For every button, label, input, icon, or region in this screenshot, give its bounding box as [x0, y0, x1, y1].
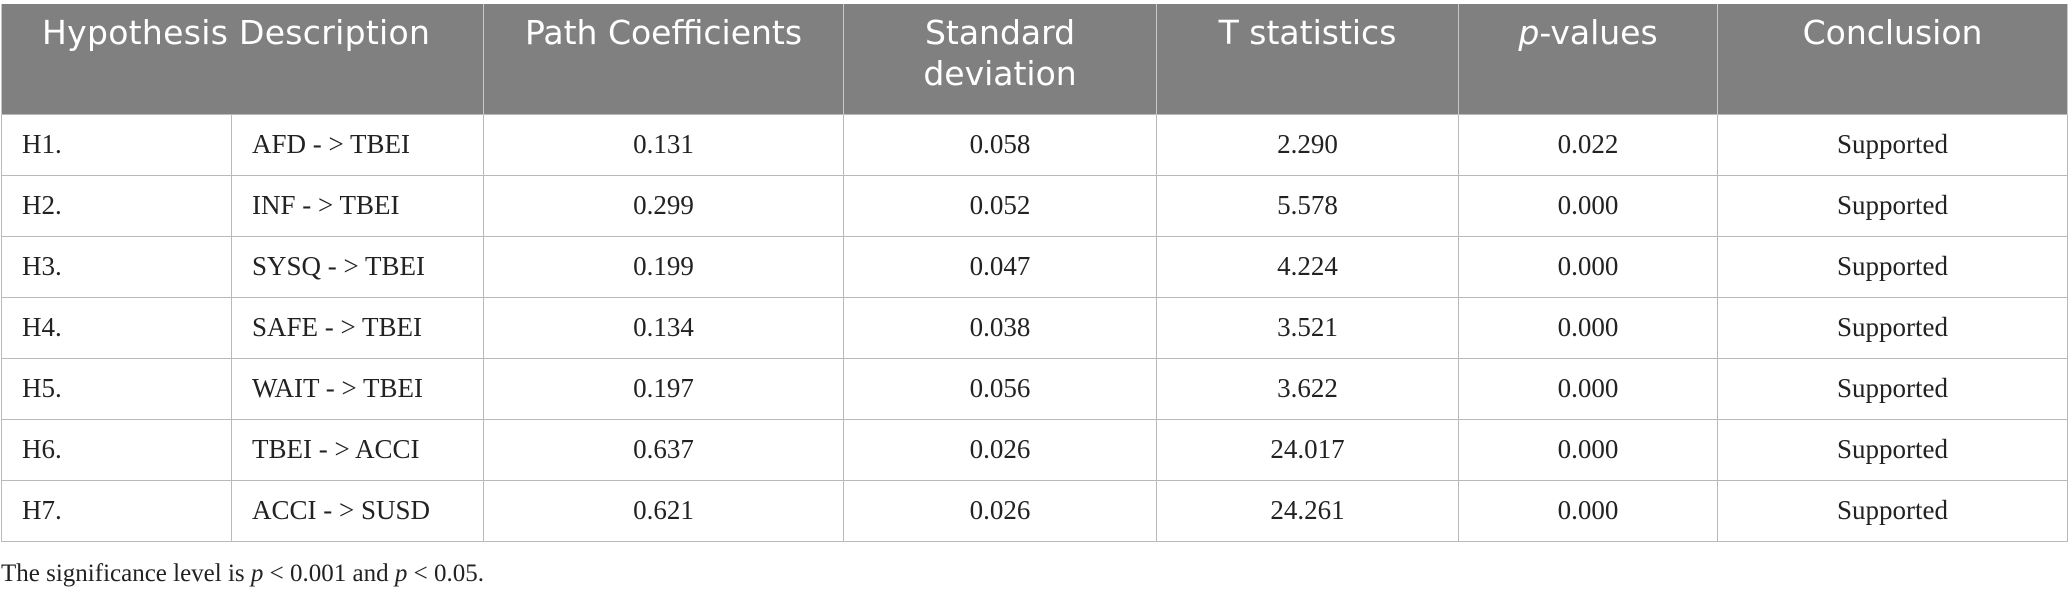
cell-t-statistic: 2.290 — [1156, 113, 1460, 176]
cell-conclusion: Supported — [1717, 113, 2068, 176]
cell-standard-deviation: 0.026 — [843, 479, 1158, 542]
header-p-values: p-values — [1458, 4, 1719, 114]
note-p1: p — [250, 560, 264, 587]
cell-path-coefficient: 0.134 — [483, 296, 845, 359]
header-path-coefficients: Path Coefficients — [483, 4, 845, 114]
cell-t-statistic: 5.578 — [1156, 174, 1460, 237]
table-row: H2. INF - > TBEI 0.299 0.052 5.578 0.000 Suppo… — [1, 174, 2068, 237]
cell-path-coefficient: 0.621 — [483, 479, 845, 542]
table-row: H3. SYSQ - > TBEI 0.199 0.047 4.224 0.000 Supp… — [1, 235, 2068, 298]
cell-t-statistic: 24.261 — [1156, 479, 1460, 542]
header-p-values-rest: -values — [1539, 13, 1658, 52]
note-p2: p — [394, 560, 408, 587]
note-part1: The significance level is — [1, 560, 251, 587]
header-standard-deviation-line1: Standard — [924, 13, 1076, 52]
cell-path-coefficient: 0.197 — [483, 357, 845, 420]
header-standard-deviation: Standard deviation — [843, 4, 1158, 114]
cell-standard-deviation: 0.056 — [843, 357, 1158, 420]
cell-path-coefficient: 0.299 — [483, 174, 845, 237]
note-part2: < 0.001 and — [263, 560, 395, 587]
cell-hypothesis-path: TBEI - > ACCI — [230, 418, 485, 481]
cell-p-value: 0.000 — [1458, 357, 1719, 420]
table-row: H1. AFD - > TBEI 0.131 0.058 2.290 0.022 Suppo… — [1, 113, 2068, 176]
significance-note: The significance level is p < 0.001 and … — [1, 560, 484, 588]
cell-conclusion: Supported — [1717, 235, 2068, 298]
cell-path-coefficient: 0.131 — [483, 113, 845, 176]
cell-hypothesis-id: H4. — [1, 296, 232, 359]
cell-hypothesis-path: AFD - > TBEI — [230, 113, 485, 176]
cell-hypothesis-id: H2. — [1, 174, 232, 237]
cell-standard-deviation: 0.058 — [843, 113, 1158, 176]
table-row: H5. WAIT - > TBEI 0.197 0.056 3.622 0.000 Supp… — [1, 357, 2068, 420]
cell-p-value: 0.000 — [1458, 235, 1719, 298]
table-header: Hypothesis Description Path Coefficients… — [0, 4, 2068, 114]
cell-p-value: 0.000 — [1458, 479, 1719, 542]
cell-conclusion: Supported — [1717, 296, 2068, 359]
header-hypothesis-description: Hypothesis Description — [0, 4, 485, 114]
note-part3: < 0.05. — [407, 560, 484, 587]
cell-hypothesis-path: INF - > TBEI — [230, 174, 485, 237]
cell-conclusion: Supported — [1717, 174, 2068, 237]
cell-p-value: 0.000 — [1458, 174, 1719, 237]
cell-hypothesis-id: H7. — [1, 479, 232, 542]
table-row: H6. TBEI - > ACCI 0.637 0.026 24.017 0.000 Sup… — [1, 418, 2068, 481]
cell-p-value: 0.022 — [1458, 113, 1719, 176]
cell-p-value: 0.000 — [1458, 418, 1719, 481]
cell-standard-deviation: 0.047 — [843, 235, 1158, 298]
cell-conclusion: Supported — [1717, 418, 2068, 481]
table-row: H7. ACCI - > SUSD 0.621 0.026 24.261 0.000 Sup… — [1, 479, 2068, 542]
cell-hypothesis-id: H3. — [1, 235, 232, 298]
cell-hypothesis-id: H5. — [1, 357, 232, 420]
cell-p-value: 0.000 — [1458, 296, 1719, 359]
header-conclusion: Conclusion — [1717, 4, 2068, 114]
cell-path-coefficient: 0.199 — [483, 235, 845, 298]
cell-standard-deviation: 0.038 — [843, 296, 1158, 359]
header-p-values-italic: p — [1518, 13, 1540, 52]
cell-t-statistic: 24.017 — [1156, 418, 1460, 481]
cell-hypothesis-id: H6. — [1, 418, 232, 481]
cell-hypothesis-path: WAIT - > TBEI — [230, 357, 485, 420]
hypothesis-results-table: Hypothesis Description Path Coefficients… — [0, 4, 2068, 542]
cell-hypothesis-id: H1. — [1, 113, 232, 176]
cell-hypothesis-path: SAFE - > TBEI — [230, 296, 485, 359]
cell-standard-deviation: 0.052 — [843, 174, 1158, 237]
results-table-container: Hypothesis Description Path Coefficients… — [0, 4, 2068, 542]
table-body: H1. AFD - > TBEI 0.131 0.058 2.290 0.022 Suppo… — [1, 113, 2068, 542]
cell-t-statistic: 4.224 — [1156, 235, 1460, 298]
cell-t-statistic: 3.521 — [1156, 296, 1460, 359]
header-standard-deviation-line2: deviation — [923, 54, 1077, 93]
table-row: H4. SAFE - > TBEI 0.134 0.038 3.521 0.000 Supp… — [1, 296, 2068, 359]
cell-hypothesis-path: ACCI - > SUSD — [230, 479, 485, 542]
header-t-statistics: T statistics — [1156, 4, 1460, 114]
cell-conclusion: Supported — [1717, 479, 2068, 542]
cell-t-statistic: 3.622 — [1156, 357, 1460, 420]
cell-standard-deviation: 0.026 — [843, 418, 1158, 481]
cell-conclusion: Supported — [1717, 357, 2068, 420]
header-row: Hypothesis Description Path Coefficients… — [0, 4, 2068, 114]
cell-path-coefficient: 0.637 — [483, 418, 845, 481]
cell-hypothesis-path: SYSQ - > TBEI — [230, 235, 485, 298]
